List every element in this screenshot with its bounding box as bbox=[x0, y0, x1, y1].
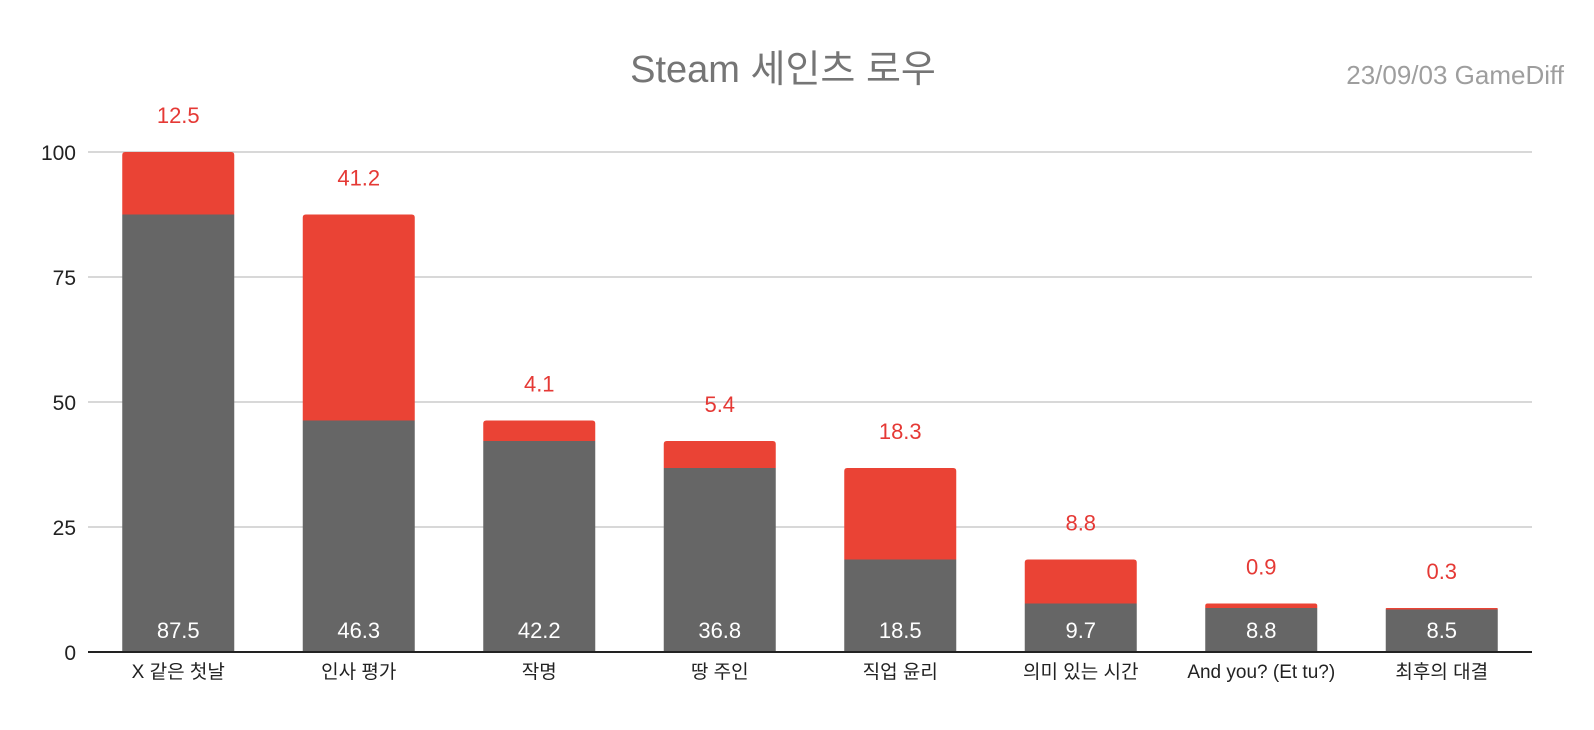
chart-title: Steam 세인츠 로우 bbox=[630, 49, 936, 91]
bar-segment-top bbox=[302, 214, 415, 421]
y-tick-label: 100 bbox=[41, 142, 76, 165]
x-tick-label: X 같은 첫날 bbox=[132, 661, 225, 683]
data-label-base: 8.8 bbox=[1246, 618, 1277, 643]
bar-segment-top bbox=[122, 152, 235, 215]
x-tick-label: 땅 주인 bbox=[691, 661, 749, 683]
bar-segment-top bbox=[844, 468, 957, 560]
bar-segment-base bbox=[663, 468, 776, 652]
data-label-top: 0.3 bbox=[1426, 559, 1457, 584]
data-label-base: 8.5 bbox=[1426, 618, 1457, 643]
bar-segment-top bbox=[1024, 559, 1137, 604]
data-label-base: 42.2 bbox=[518, 618, 561, 643]
data-label-base: 9.7 bbox=[1065, 618, 1096, 643]
bar-segment-top bbox=[483, 420, 596, 441]
x-tick-label: 인사 평가 bbox=[321, 661, 396, 683]
data-label-base: 87.5 bbox=[157, 618, 200, 643]
bar-segment-base bbox=[844, 559, 957, 652]
data-label-base: 46.3 bbox=[337, 618, 380, 643]
x-tick-label: And you? (Et tu?) bbox=[1187, 662, 1335, 683]
x-tick-label: 최후의 대결 bbox=[1395, 661, 1488, 683]
x-tick-label: 의미 있는 시간 bbox=[1023, 661, 1138, 683]
bar-segment-base bbox=[1205, 608, 1318, 652]
bar-segment-base bbox=[122, 214, 235, 652]
bar-segment-base bbox=[1024, 603, 1137, 652]
y-tick-label: 0 bbox=[64, 642, 76, 665]
bar-segment-base bbox=[1385, 609, 1498, 652]
data-label-top: 4.1 bbox=[524, 372, 555, 397]
bar-segment-base bbox=[483, 441, 596, 652]
bar-segment-top bbox=[1205, 603, 1318, 608]
data-label-top: 5.4 bbox=[704, 392, 735, 417]
bar-segment-top bbox=[663, 441, 776, 468]
data-label-top: 41.2 bbox=[337, 166, 380, 191]
y-tick-label: 75 bbox=[53, 267, 76, 290]
y-tick-label: 25 bbox=[53, 517, 76, 540]
data-label-top: 12.5 bbox=[157, 103, 200, 128]
data-label-top: 8.8 bbox=[1065, 511, 1096, 536]
data-label-top: 0.9 bbox=[1246, 555, 1277, 580]
chart-subtitle: 23/09/03 GameDiff bbox=[1346, 60, 1564, 90]
bar-segment-top bbox=[1385, 608, 1498, 610]
data-label-base: 36.8 bbox=[698, 618, 741, 643]
y-tick-label: 50 bbox=[53, 392, 76, 415]
x-tick-label: 직업 윤리 bbox=[863, 661, 938, 683]
x-tick-label: 작명 bbox=[522, 661, 557, 683]
data-label-base: 18.5 bbox=[879, 618, 922, 643]
data-label-top: 18.3 bbox=[879, 419, 922, 444]
bar-segment-base bbox=[302, 420, 415, 652]
